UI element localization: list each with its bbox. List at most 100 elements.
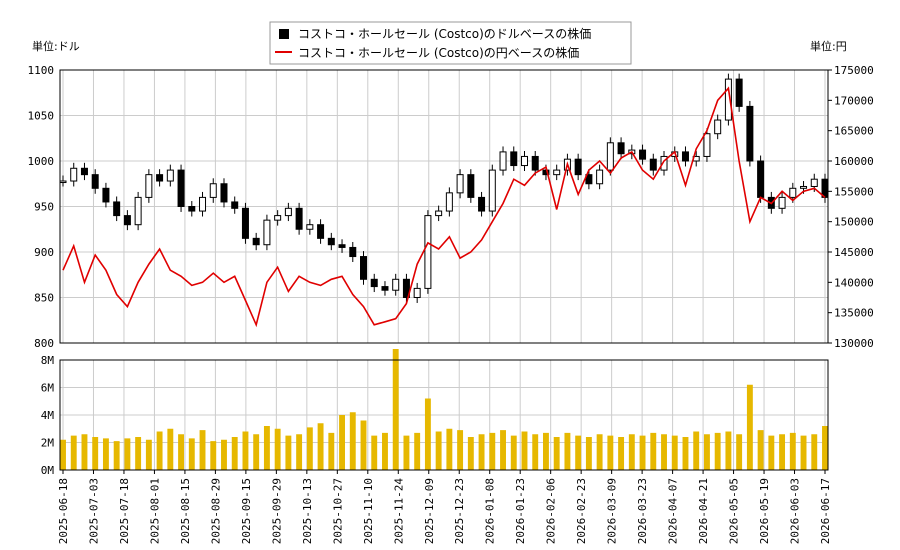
candle-body: [177, 169, 185, 208]
candle-body: [263, 219, 271, 246]
volume-bar: [242, 431, 249, 470]
candle-body: [91, 174, 99, 189]
candle-body: [456, 174, 464, 194]
date-tick-label: 2025-08-01: [148, 478, 161, 544]
date-tick-label: 2026-06-17: [819, 478, 832, 544]
volume-bar: [693, 431, 700, 470]
volume-bar: [768, 435, 775, 470]
date-tick-label: 2025-08-15: [179, 478, 192, 544]
date-tick-label: 2026-01-08: [484, 478, 497, 544]
date-tick-label: 2025-11-10: [362, 478, 375, 544]
volume-bar: [349, 412, 356, 470]
volume-bar: [607, 435, 614, 470]
date-tick-label: 2025-12-09: [423, 478, 436, 544]
left-tick-label: 850: [34, 292, 54, 305]
left-axis-ticks: 800 850 900 950 1000 1050 1100: [28, 64, 55, 350]
date-tick-label: 2025-10-27: [331, 478, 344, 544]
date-tick-label: 2026-04-07: [667, 478, 680, 544]
candle-body: [703, 133, 711, 157]
candle-body: [252, 237, 260, 246]
date-tick-label: 2025-09-29: [270, 478, 283, 544]
candle-body: [617, 142, 625, 155]
volume-bar: [403, 435, 410, 470]
volume-bar: [779, 434, 786, 470]
volume-bar: [478, 434, 485, 470]
candle-body: [70, 167, 78, 182]
volume-bar: [382, 432, 388, 470]
candle-body: [392, 278, 400, 291]
volume-bar: [221, 439, 227, 470]
volume-bar: [339, 415, 345, 470]
right-tick-label: 130000: [834, 337, 874, 350]
volume-bar: [210, 441, 217, 470]
candle-body: [424, 215, 432, 289]
candle-body: [306, 224, 314, 230]
candle-body: [724, 78, 732, 121]
right-tick-label: 170000: [834, 94, 874, 107]
left-tick-label: 1050: [28, 110, 55, 123]
right-axis-ticks: 130000 135000 140000 145000 150000 155000 1600…: [828, 64, 874, 350]
candle-body: [800, 185, 808, 189]
volume-bar: [736, 434, 743, 470]
candle-body: [757, 160, 765, 198]
candle-body: [520, 155, 528, 167]
volume-axis-ticks: 0M 2M 4M 6M 8M: [41, 354, 55, 477]
candle-body: [134, 196, 142, 226]
candle-body: [531, 155, 539, 171]
candle-body: [209, 183, 217, 198]
volume-bar: [596, 434, 603, 470]
volume-bar: [446, 428, 453, 470]
volume-bar: [661, 434, 667, 470]
volume-bar: [424, 398, 431, 470]
date-tick-label: 2026-05-05: [728, 478, 741, 544]
date-tick-label: 2025-12-23: [453, 478, 466, 544]
candle-body: [145, 174, 153, 198]
candle-body: [402, 278, 410, 298]
right-tick-label: 140000: [834, 276, 874, 289]
left-tick-label: 1100: [28, 64, 55, 77]
main-plot-frame: [59, 69, 829, 344]
date-tick-label: 2026-01-23: [514, 478, 527, 544]
date-tick-label: 2026-04-21: [697, 478, 710, 544]
date-tick-label: 2025-07-03: [87, 478, 100, 544]
volume-bar: [371, 435, 378, 470]
volume-bar: [757, 430, 764, 470]
volume-bar: [822, 426, 828, 470]
candle-body: [188, 206, 196, 212]
candle-body: [123, 215, 131, 226]
main-grid: [60, 69, 828, 344]
candle-body: [295, 207, 303, 230]
volume-bar: [435, 431, 442, 470]
candle-body: [102, 187, 110, 203]
candle-body: [639, 149, 647, 160]
right-tick-label: 135000: [834, 307, 874, 320]
candle-body: [413, 287, 421, 298]
candle-body: [349, 246, 357, 258]
volume-tick-label: 6M: [41, 382, 55, 395]
volume-bar: [317, 423, 324, 470]
legend-label-usd: コストコ・ホールセール (Costco)のドルベースの株価: [298, 26, 591, 41]
volume-bar: [199, 430, 206, 470]
volume-bar: [145, 439, 152, 470]
volume-tick-label: 8M: [41, 354, 55, 367]
candle-body: [166, 169, 174, 182]
volume-bar: [789, 432, 796, 470]
candle-body: [606, 142, 614, 171]
candle-body: [231, 201, 239, 209]
volume-bar: [746, 384, 753, 470]
volume-bar: [360, 420, 367, 470]
right-tick-label: 165000: [834, 125, 874, 138]
volume-bar: [585, 437, 592, 470]
volume-bar: [70, 435, 77, 470]
volume-bar: [306, 427, 313, 470]
candle-body: [284, 207, 292, 217]
volume-bar: [532, 434, 539, 470]
date-tick-label: 2025-08-29: [209, 478, 222, 544]
candle-body: [596, 169, 604, 185]
candle-body: [746, 105, 754, 162]
candle-body: [327, 237, 335, 246]
candle-body: [80, 167, 88, 176]
candle-body: [338, 244, 346, 248]
candle-body: [360, 256, 368, 280]
volume-bar: [510, 435, 517, 470]
